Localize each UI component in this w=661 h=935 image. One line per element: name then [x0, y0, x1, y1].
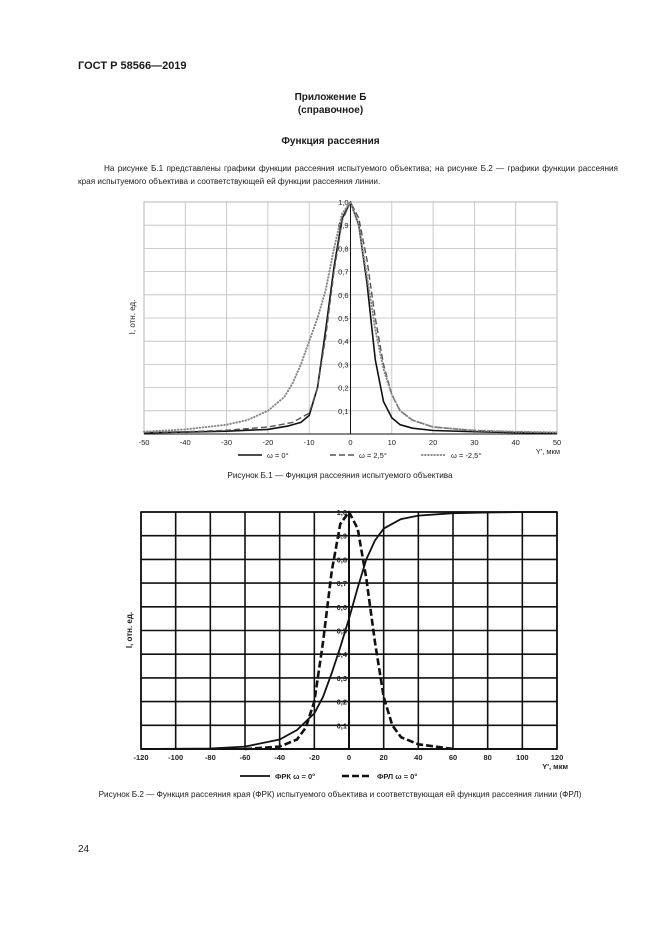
f1-series-line-3 [143, 201, 558, 434]
figure-2-chart: -120 -100 -80 -60 -40 -20 0 20 40 60 80 100 120 0,1 0,… [125, 508, 568, 781]
f2-y-tick-label: 0,4 [337, 650, 348, 659]
f2-x-tick-label: -120 [133, 753, 148, 762]
f1-x-tick-label: -50 [139, 438, 150, 447]
f1-y-tick-label: 0,1 [338, 407, 348, 416]
f2-legend-label-1: ФРК ω = 0° [275, 772, 315, 781]
f1-x-tick-label: -30 [221, 438, 232, 447]
f2-y-tick-label: 0,7 [337, 579, 347, 588]
f2-y-tick-label: 0,8 [337, 555, 347, 564]
f2-y-tick-label: 0,6 [337, 603, 347, 612]
figure-1-chart: -50 -40 -30 -20 -10 0 10 20 30 40 50 0,1 0,2 0,3 0,4 0,… [128, 198, 562, 460]
figure-2-caption: Рисунок Б.2 — Функция рассеяния края (ФР… [98, 790, 582, 799]
f2-x-tick-label: 80 [483, 753, 491, 762]
f1-y-tick-label: 0,5 [338, 314, 348, 323]
f1-y-tick-label: 0,6 [338, 291, 348, 300]
f1-y-tick-label: 0,3 [338, 360, 348, 369]
figure-2-series [140, 510, 557, 751]
f1-y-tick-label: 0,2 [338, 384, 348, 393]
appendix-title: Приложение Б [294, 92, 367, 103]
f1-x-tick-label: 0 [348, 438, 352, 447]
f1-y-tick-label: 1,0 [338, 198, 348, 207]
f2-y-tick-label: 0,3 [337, 674, 347, 683]
page-number: 24 [78, 844, 90, 855]
f1-legend-label-3: ω = -2,5° [451, 451, 481, 460]
f1-y-tick-label: 0,8 [338, 244, 348, 253]
f2-x-tick-label: 0 [347, 753, 351, 762]
f1-x-tick-label: -20 [262, 438, 273, 447]
f1-x-tick-label: -10 [304, 438, 315, 447]
figure-1-x-axis-label: Y', мкм [536, 447, 560, 456]
f1-legend-label-1: ω = 0° [267, 451, 289, 460]
f2-x-tick-label: 100 [516, 753, 529, 762]
f2-x-tick-label: 60 [449, 753, 457, 762]
f2-x-tick-label: 20 [379, 753, 387, 762]
f2-x-tick-label: -100 [168, 753, 183, 762]
figure-2-grid [140, 511, 558, 750]
f2-y-tick-label: 0,5 [337, 627, 347, 636]
figure-2-tick-labels: -120 -100 -80 -60 -40 -20 0 20 40 60 80 100 120 0,1 0,… [133, 508, 563, 762]
figure-1-tick-labels: -50 -40 -30 -20 -10 0 10 20 30 40 50 0,1 0,2 0,3 0,4 0,… [139, 198, 562, 447]
appendix-heading: Приложение Б (справочное) [0, 91, 661, 117]
f2-x-tick-label: -80 [205, 753, 216, 762]
f1-y-tick-label: 0,9 [338, 221, 348, 230]
figure-2-x-axis-label: Y', мкм [542, 762, 568, 771]
f2-series-line-1 [140, 511, 557, 750]
appendix-status: (справочное) [297, 105, 364, 116]
f2-legend-label-2: ФРЛ ω = 0° [377, 772, 417, 781]
f1-x-tick-label: 20 [429, 438, 437, 447]
f2-y-tick-label: 0,1 [337, 721, 347, 730]
figure-1-y-axis-label: I, отн. ед. [128, 300, 137, 335]
figure-1-series [143, 201, 558, 434]
section-title: Функция рассеяния [281, 136, 380, 147]
figure-1-caption: Рисунок Б.1 — Функция рассеяния испытуем… [227, 471, 453, 480]
figure-1-legend: ω = 0° ω = 2,5° ω = -2,5° [238, 451, 481, 460]
f2-y-tick-label: 0,2 [337, 698, 347, 707]
figure-2-y-axis-label: I, отн. ед. [125, 612, 134, 648]
f2-series-line-2 [244, 510, 454, 751]
f1-x-tick-label: -40 [180, 438, 191, 447]
f2-x-tick-label: -60 [240, 753, 251, 762]
body-paragraph: На рисунке Б.1 представлены графики функ… [78, 164, 618, 186]
f1-x-tick-label: 50 [553, 438, 561, 447]
f2-y-tick-label: 0,9 [337, 532, 347, 541]
f1-y-tick-label: 0,7 [338, 268, 348, 277]
f2-x-tick-label: 40 [414, 753, 422, 762]
f1-x-tick-label: 10 [388, 438, 396, 447]
f2-y-tick-label: 1,0 [337, 508, 347, 517]
f1-y-tick-label: 0,4 [338, 337, 348, 346]
f2-x-tick-label: -20 [309, 753, 320, 762]
figure-1-grid [143, 201, 558, 435]
f1-legend-label-2: ω = 2,5° [359, 451, 387, 460]
figure-2-legend: ФРК ω = 0° ФРЛ ω = 0° [240, 772, 417, 781]
f2-x-tick-label: -40 [274, 753, 285, 762]
document-header: ГОСТ Р 58566—2019 [78, 60, 187, 72]
f1-x-tick-label: 30 [470, 438, 478, 447]
f2-x-tick-label: 120 [551, 753, 564, 762]
f1-x-tick-label: 40 [512, 438, 520, 447]
